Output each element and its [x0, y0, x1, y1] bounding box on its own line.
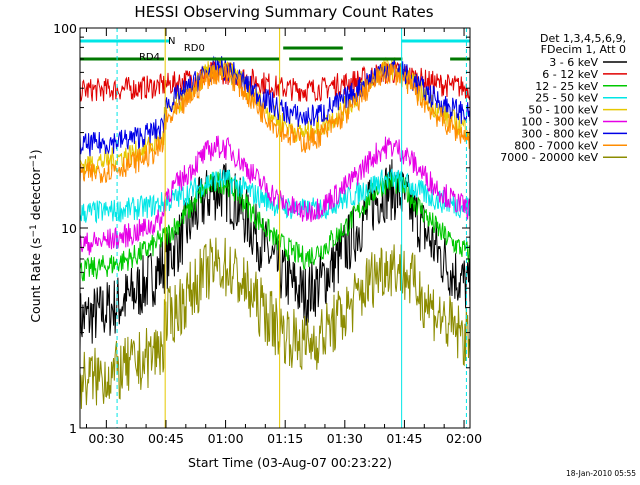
series-line-4: [79, 168, 471, 224]
legend-label-8: 800 - 7000 keV: [514, 139, 598, 152]
legend-label-6: 100 - 300 keV: [521, 116, 598, 129]
legend-label-3: 12 - 25 keV: [535, 80, 598, 93]
x-tick-label-6: 01:45: [386, 431, 422, 446]
rd0-label: RD0: [184, 43, 205, 54]
x-tick-label-4: 01:15: [267, 431, 303, 446]
legend-label-5: 50 - 100 keV: [528, 104, 598, 117]
legend-label-7: 300 - 800 keV: [521, 127, 598, 140]
y-axis-label: Count Rate (s−1 detector−1): [28, 149, 43, 322]
x-tick-label-3: 01:00: [208, 431, 244, 446]
chart-title: HESSI Observing Summary Count Rates: [134, 3, 433, 21]
x-tick-label-1: 00:30: [88, 431, 124, 446]
x-tick-label-2: 00:45: [148, 431, 184, 446]
legend-label-4: 25 - 50 keV: [535, 92, 598, 105]
legend-label-9: 7000 - 20000 keV: [500, 151, 598, 164]
timestamp-label: 18-Jan-2010 05:55: [566, 469, 636, 478]
night-label: N: [168, 36, 175, 47]
series-line-6: [79, 135, 471, 256]
series-line-9: [79, 237, 471, 409]
legend-header-line-2: FDecim 1, Att 0: [541, 43, 626, 56]
legend-label-2: 6 - 12 keV: [542, 68, 598, 81]
series-line-1: [79, 159, 471, 351]
y-tick-label-1: 1: [69, 421, 77, 436]
y-tick-label-2: 10: [61, 221, 77, 236]
x-tick-label-7: 02:00: [446, 431, 482, 446]
x-tick-label-5: 01:30: [327, 431, 363, 446]
legend-header-line-1: Det 1,3,4,5,6,9,: [540, 32, 626, 45]
y-tick-label-3: 100: [53, 21, 77, 36]
x-axis-label: Start Time (03-Aug-07 00:23:22): [188, 455, 392, 470]
series-line-8: [79, 62, 471, 184]
legend-label-1: 3 - 6 keV: [549, 56, 598, 69]
rd4-label: RD4: [139, 52, 160, 63]
series-line-7: [79, 55, 471, 157]
